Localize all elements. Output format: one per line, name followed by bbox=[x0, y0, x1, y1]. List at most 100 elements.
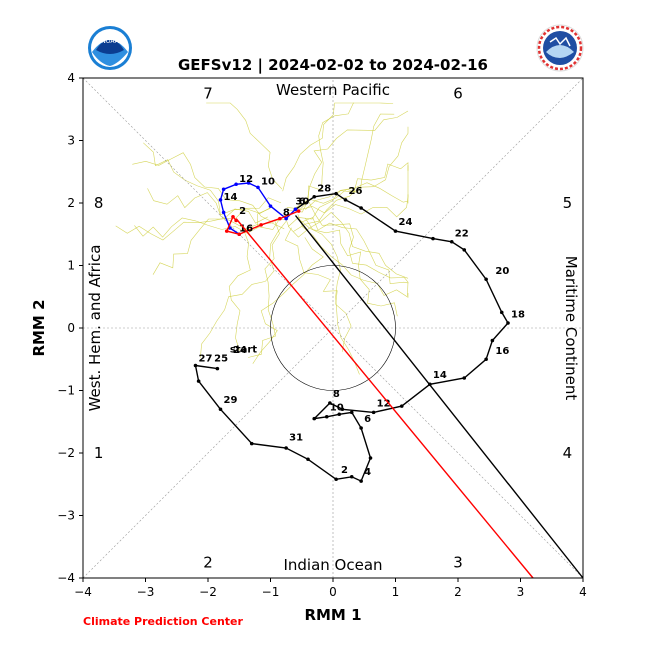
data-point bbox=[431, 236, 435, 241]
point-label: 14 bbox=[433, 370, 447, 381]
y-tick-label: 0 bbox=[67, 321, 75, 335]
text-layer: GEFSv12 | 2024-02-02 to 2024-02-16 RMM 1 R… bbox=[30, 56, 580, 624]
data-point bbox=[343, 198, 348, 202]
data-point bbox=[359, 479, 363, 483]
point-label: 16 bbox=[495, 346, 509, 357]
trajectory-line bbox=[294, 215, 584, 579]
x-tick-label: 0 bbox=[329, 585, 337, 599]
data-point bbox=[349, 474, 354, 479]
data-point bbox=[284, 446, 288, 450]
point-label: 14 bbox=[224, 192, 238, 203]
data-point bbox=[268, 204, 273, 208]
forecast-trajectory-line bbox=[235, 218, 534, 579]
data-point bbox=[484, 277, 488, 282]
spread-line bbox=[305, 182, 409, 210]
data-point bbox=[337, 412, 342, 417]
x-tick-label: −2 bbox=[199, 585, 217, 599]
phase-number: 8 bbox=[94, 194, 104, 212]
data-point bbox=[221, 210, 226, 215]
forecast-spread bbox=[115, 102, 409, 375]
point-label: 6 bbox=[299, 196, 306, 207]
data-point bbox=[484, 357, 488, 362]
point-label: 4 bbox=[364, 467, 371, 478]
spread-line bbox=[298, 218, 360, 375]
point-label: 25 bbox=[214, 353, 228, 364]
data-point bbox=[259, 223, 263, 227]
data-point bbox=[246, 181, 251, 185]
data-point bbox=[349, 410, 354, 415]
data-point bbox=[237, 232, 242, 237]
data-point bbox=[368, 456, 373, 460]
spread-line bbox=[288, 102, 354, 213]
point-label: 24 bbox=[399, 217, 413, 228]
spread-line bbox=[282, 102, 394, 192]
point-label: 26 bbox=[349, 186, 363, 197]
data-point bbox=[359, 206, 363, 210]
point-label: 28 bbox=[317, 183, 331, 194]
svg-text:NOAA: NOAA bbox=[101, 38, 119, 45]
spread-line bbox=[287, 162, 409, 227]
data-point bbox=[334, 191, 338, 196]
spread-line bbox=[147, 188, 285, 230]
phase-number: 4 bbox=[563, 444, 573, 462]
point-label: 12 bbox=[377, 398, 391, 409]
point-label: 18 bbox=[511, 310, 525, 321]
series-2: 68 2 16 bbox=[224, 196, 306, 237]
point-label: 2 bbox=[239, 206, 246, 217]
x-tick-label: −3 bbox=[137, 585, 155, 599]
region-label-right: Maritime Continent bbox=[562, 256, 580, 401]
phase-number: 2 bbox=[203, 553, 213, 571]
data-point bbox=[234, 182, 238, 187]
spread-line bbox=[283, 211, 409, 279]
x-tick-label: 3 bbox=[517, 585, 525, 599]
footer-credit: Climate Prediction Center bbox=[83, 615, 243, 628]
point-label: 31 bbox=[289, 433, 303, 444]
data-point bbox=[393, 229, 398, 233]
x-tick-label: 1 bbox=[392, 585, 400, 599]
y-tick-label: 1 bbox=[67, 259, 75, 273]
start-label: start bbox=[230, 345, 257, 356]
data-point bbox=[359, 426, 363, 430]
y-tick-label: 2 bbox=[67, 196, 75, 210]
data-point bbox=[334, 477, 338, 482]
y-tick-label: −2 bbox=[57, 446, 75, 460]
spread-line bbox=[304, 217, 398, 317]
x-tick-label: 2 bbox=[454, 585, 462, 599]
data-point bbox=[462, 376, 467, 380]
spread-line bbox=[298, 165, 409, 218]
spread-line bbox=[206, 102, 283, 190]
unit-circle bbox=[270, 265, 396, 391]
data-point bbox=[231, 214, 235, 219]
data-point bbox=[249, 441, 254, 446]
data-point bbox=[256, 185, 260, 190]
data-point bbox=[340, 407, 345, 412]
data-point bbox=[193, 363, 198, 368]
data-point bbox=[278, 216, 282, 221]
spread-line bbox=[152, 197, 282, 275]
data-point bbox=[293, 207, 298, 212]
data-point bbox=[449, 239, 454, 244]
data-point bbox=[462, 248, 467, 252]
chart-title: GEFSv12 | 2024-02-02 to 2024-02-16 bbox=[178, 56, 488, 75]
data-point bbox=[215, 366, 220, 371]
point-label: 8 bbox=[333, 389, 340, 400]
phase-number: 1 bbox=[94, 444, 104, 462]
data-point bbox=[312, 194, 317, 199]
data-point bbox=[499, 310, 504, 315]
noaa-logo: NOAA bbox=[88, 26, 132, 70]
phase-number: 7 bbox=[203, 85, 213, 103]
phase-number: 6 bbox=[453, 85, 463, 103]
spread-line bbox=[299, 217, 409, 285]
point-label: 29 bbox=[224, 395, 238, 406]
x-tick-label: −4 bbox=[74, 585, 92, 599]
data-point bbox=[399, 404, 404, 408]
point-label: 10 bbox=[261, 176, 275, 187]
spread-line bbox=[200, 221, 287, 358]
point-label: 8 bbox=[283, 208, 290, 219]
y-tick-label: 4 bbox=[67, 71, 75, 85]
data-point bbox=[218, 407, 223, 412]
spread-line bbox=[286, 113, 395, 210]
y-tick-label: −4 bbox=[57, 571, 75, 585]
